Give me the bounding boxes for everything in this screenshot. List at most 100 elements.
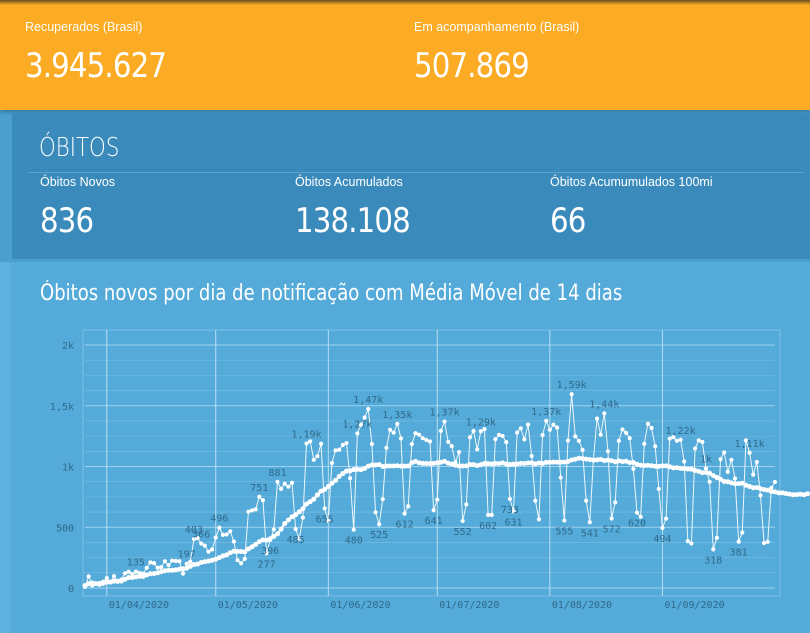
daily-deaths-point (155, 565, 160, 570)
moving-average-point (481, 460, 487, 466)
daily-deaths-point (380, 497, 385, 502)
daily-deaths-point (333, 448, 338, 453)
daily-deaths-point (758, 493, 763, 498)
daily-deaths-point (162, 559, 167, 564)
moving-average-point (191, 562, 197, 568)
moving-average-point (405, 463, 411, 469)
daily-deaths-point (718, 457, 723, 462)
moving-average-point (536, 460, 542, 466)
data-label: 366 (192, 530, 210, 541)
chart-card (10, 262, 810, 633)
daily-deaths-point (446, 439, 451, 444)
daily-deaths-point (318, 441, 324, 446)
daily-deaths-point (180, 571, 186, 576)
data-label: 381 (730, 548, 748, 559)
data-label: 733 (501, 505, 519, 516)
data-label: 1,27k (342, 419, 372, 430)
daily-deaths-point (275, 479, 280, 484)
daily-deaths-point (242, 556, 247, 561)
moving-average-point (387, 463, 393, 469)
daily-deaths-point (562, 518, 567, 523)
moving-average-point (322, 486, 328, 492)
deaths-per-100mi-label: Óbitos Acumumulados 100mi (550, 175, 713, 189)
moving-average-point (271, 533, 277, 539)
daily-deaths-point (271, 527, 276, 532)
daily-deaths-point (384, 445, 389, 451)
daily-deaths-point (558, 475, 563, 480)
daily-deaths-point (195, 535, 200, 541)
moving-average-point (678, 465, 684, 471)
moving-average-point (274, 531, 280, 537)
daily-deaths-point (511, 509, 516, 514)
moving-average-point (166, 567, 172, 573)
daily-deaths-point (685, 539, 690, 544)
daily-deaths-point (693, 446, 698, 451)
daily-deaths-point (743, 438, 749, 443)
daily-deaths-point (177, 559, 182, 564)
daily-deaths-point (653, 444, 658, 449)
daily-deaths-point (395, 421, 400, 426)
daily-deaths-point (406, 504, 411, 509)
daily-deaths-point (682, 459, 687, 464)
moving-average-point (707, 470, 713, 476)
daily-deaths-point (449, 443, 454, 449)
moving-average-point (507, 462, 513, 468)
cumulative-deaths-value: 138.108 (295, 201, 411, 241)
daily-deaths-point (489, 512, 494, 518)
data-label: 318 (704, 555, 722, 566)
daily-deaths-point (609, 516, 614, 521)
daily-deaths-point (678, 437, 683, 442)
daily-deaths-point (235, 558, 240, 563)
daily-deaths-point (769, 485, 774, 490)
daily-deaths-point (627, 436, 632, 441)
daily-deaths-point (536, 517, 542, 522)
data-label: 396 (261, 546, 279, 557)
daily-deaths-point (264, 551, 269, 556)
data-label: 1,37k (531, 407, 561, 418)
moving-average-point (333, 477, 339, 483)
moving-average-point (794, 492, 800, 498)
daily-deaths-point (456, 449, 462, 455)
daily-deaths-point (722, 450, 727, 455)
daily-deaths-point (377, 522, 382, 527)
daily-deaths-point (431, 508, 436, 513)
data-label: 480 (345, 536, 363, 547)
daily-deaths-point (732, 476, 738, 481)
moving-average-point (434, 460, 440, 466)
daily-deaths-point (202, 543, 207, 548)
moving-average-point (304, 501, 310, 507)
daily-deaths-point (297, 536, 302, 541)
data-label: 197 (178, 550, 196, 561)
daily-deaths-point (525, 422, 531, 427)
moving-average-point (652, 463, 658, 469)
daily-deaths-point (170, 558, 175, 563)
moving-average-point (423, 460, 429, 466)
moving-average-point (594, 457, 600, 463)
moving-average-point (343, 468, 349, 474)
moving-average-point (267, 536, 273, 542)
daily-deaths-point (86, 574, 91, 579)
daily-deaths-point (199, 541, 204, 546)
daily-deaths-point (460, 518, 465, 524)
daily-deaths-point (605, 449, 611, 454)
daily-deaths-point (576, 438, 581, 443)
moving-average-point (641, 463, 647, 469)
data-label: 1k (700, 455, 712, 466)
y-tick-label: 0 (68, 584, 74, 595)
moving-average-point (104, 579, 110, 585)
daily-deaths-point (228, 529, 233, 534)
moving-average-point (750, 485, 756, 491)
daily-deaths-point (427, 439, 433, 444)
daily-deaths-point (111, 573, 117, 579)
x-tick-label: 01/05/2020 (218, 600, 278, 611)
daily-deaths-point (645, 421, 650, 426)
daily-deaths-point (173, 558, 178, 564)
daily-deaths-point (438, 428, 443, 434)
moving-average-point (554, 459, 560, 465)
daily-deaths-point (184, 561, 189, 566)
moving-average-point (543, 459, 549, 465)
daily-deaths-point (772, 479, 778, 485)
daily-deaths-point (104, 576, 109, 581)
daily-deaths-point (293, 526, 298, 532)
summary-banner: Recuperados (Brasil) 3.945.627 Em acompa… (0, 0, 810, 110)
